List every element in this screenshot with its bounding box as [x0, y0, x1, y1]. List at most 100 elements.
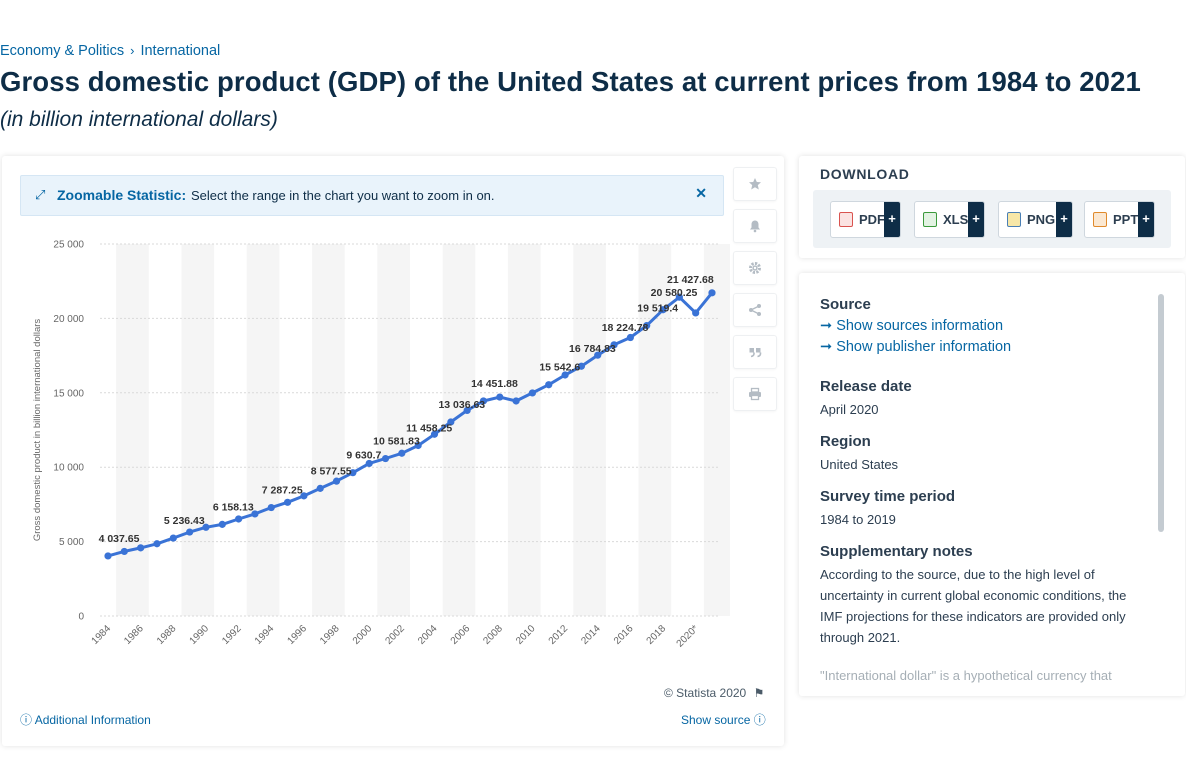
data-point[interactable] [186, 528, 194, 536]
data-point[interactable] [381, 454, 390, 463]
show-sources-link[interactable]: ➞ Show sources information [820, 318, 1150, 334]
download-xls-button[interactable]: XLS + [914, 201, 985, 238]
data-label: 11 458.25 [406, 423, 452, 435]
source-heading: Source [820, 296, 871, 313]
x-tick-label: 1988 [155, 623, 179, 647]
region-value: United States [820, 457, 899, 472]
info-scrollbar[interactable] [1158, 294, 1164, 532]
data-point[interactable] [414, 441, 422, 450]
data-point[interactable] [610, 341, 618, 349]
data-label: 21 427.68 [667, 274, 714, 286]
png-plus[interactable]: + [1056, 202, 1072, 237]
data-point[interactable] [349, 469, 357, 477]
data-point[interactable] [675, 293, 683, 301]
data-label: 13 036.63 [438, 399, 485, 411]
data-point[interactable] [267, 503, 275, 512]
data-point[interactable] [251, 510, 259, 518]
data-point[interactable] [496, 393, 504, 401]
x-tick-label: 2010 [514, 623, 538, 647]
statista-credit[interactable]: © Statista 2020 ⚑ [664, 686, 764, 700]
data-point[interactable] [316, 484, 324, 492]
download-pdf-button[interactable]: PDF + [830, 201, 901, 238]
data-label: 6 158.13 [213, 501, 254, 513]
bell-icon[interactable] [733, 209, 777, 243]
data-point[interactable] [577, 362, 586, 370]
x-tick-label: 2004 [416, 623, 440, 647]
data-point[interactable] [594, 351, 602, 359]
pdf-plus[interactable]: + [884, 202, 900, 237]
data-point[interactable] [104, 552, 112, 560]
png-label: PNG [1027, 212, 1056, 227]
info-icon: ⓘ [753, 713, 766, 727]
zoom-notice-title: Zoomable Statistic: [57, 187, 187, 203]
close-icon[interactable]: ✕ [695, 185, 707, 201]
data-point[interactable] [137, 544, 145, 552]
source-section: Source ➞ Show sources information ➞ Show… [820, 296, 1150, 355]
x-tick-label: 2014 [579, 623, 603, 647]
data-point[interactable] [365, 459, 373, 468]
y-tick-label: 10 000 [53, 463, 84, 474]
data-point[interactable] [398, 449, 406, 457]
data-point[interactable] [202, 523, 210, 531]
chart-band [181, 244, 215, 616]
chart-band [507, 244, 541, 616]
survey-section: Survey time period 1984 to 2019 [820, 488, 1150, 530]
data-point[interactable] [545, 381, 553, 389]
y-tick-label: 20 000 [53, 314, 84, 325]
data-point[interactable] [169, 534, 177, 542]
breadcrumb-link-economy[interactable]: Economy & Politics [0, 43, 125, 59]
data-point[interactable] [300, 492, 308, 500]
zoom-notice-text: Select the range in the chart you want t… [191, 188, 495, 203]
data-point[interactable] [512, 397, 520, 405]
x-tick-label: 1990 [188, 623, 212, 647]
data-point[interactable] [332, 477, 341, 485]
data-point[interactable] [528, 389, 537, 397]
data-point[interactable] [153, 540, 161, 548]
chart-band [377, 244, 410, 616]
data-point[interactable] [120, 547, 128, 556]
download-ppt-button[interactable]: PPT + [1084, 201, 1155, 238]
data-point[interactable] [659, 306, 667, 314]
region-section: Region United States [820, 433, 1150, 475]
data-point[interactable] [430, 430, 439, 438]
data-label: 7 287.25 [262, 485, 303, 497]
info-icon: ⓘ [20, 713, 33, 727]
data-point[interactable] [234, 515, 243, 523]
credit-text: © Statista 2020 [664, 686, 747, 700]
x-tick-label: 1996 [286, 623, 310, 647]
data-point[interactable] [708, 289, 716, 297]
data-point[interactable] [479, 397, 488, 405]
show-source-link[interactable]: Show source ⓘ [681, 711, 766, 728]
x-tick-label: 2002 [383, 623, 407, 647]
data-point[interactable] [643, 321, 651, 330]
data-point[interactable] [463, 406, 471, 415]
additional-information-link[interactable]: ⓘ Additional Information [20, 711, 151, 728]
xls-plus[interactable]: + [968, 202, 984, 237]
data-point[interactable] [692, 309, 700, 317]
download-png-button[interactable]: PNG + [998, 201, 1073, 238]
pdf-label: PDF [859, 212, 885, 227]
data-label: 5 236.43 [164, 515, 205, 527]
data-point[interactable] [218, 520, 226, 528]
info-panel [799, 273, 1185, 696]
ppt-plus[interactable]: + [1138, 202, 1154, 237]
quote-icon[interactable] [733, 335, 777, 369]
data-point[interactable] [447, 418, 455, 426]
ppt-label: PPT [1113, 212, 1139, 227]
gear-icon[interactable] [733, 251, 777, 285]
share-icon[interactable] [733, 293, 777, 327]
x-tick-label: 2020* [675, 623, 701, 649]
data-point[interactable] [626, 333, 634, 342]
show-publisher-link[interactable]: ➞ Show publisher information [820, 339, 1150, 355]
show-source-label: Show source [681, 713, 751, 727]
gdp-line-chart[interactable]: 0 5 000 10 000 15 000 20 000 25 000 Gross dome… [0, 225, 730, 665]
print-icon[interactable] [733, 377, 777, 411]
x-tick-label: 1986 [122, 623, 146, 647]
x-tick-label: 2016 [612, 623, 636, 647]
breadcrumb-link-international[interactable]: International [140, 43, 221, 59]
data-point[interactable] [561, 371, 569, 379]
data-point[interactable] [283, 498, 292, 506]
star-icon[interactable] [733, 167, 777, 201]
data-label: 10 581.83 [373, 436, 420, 448]
x-tick-label: 1994 [253, 623, 277, 647]
